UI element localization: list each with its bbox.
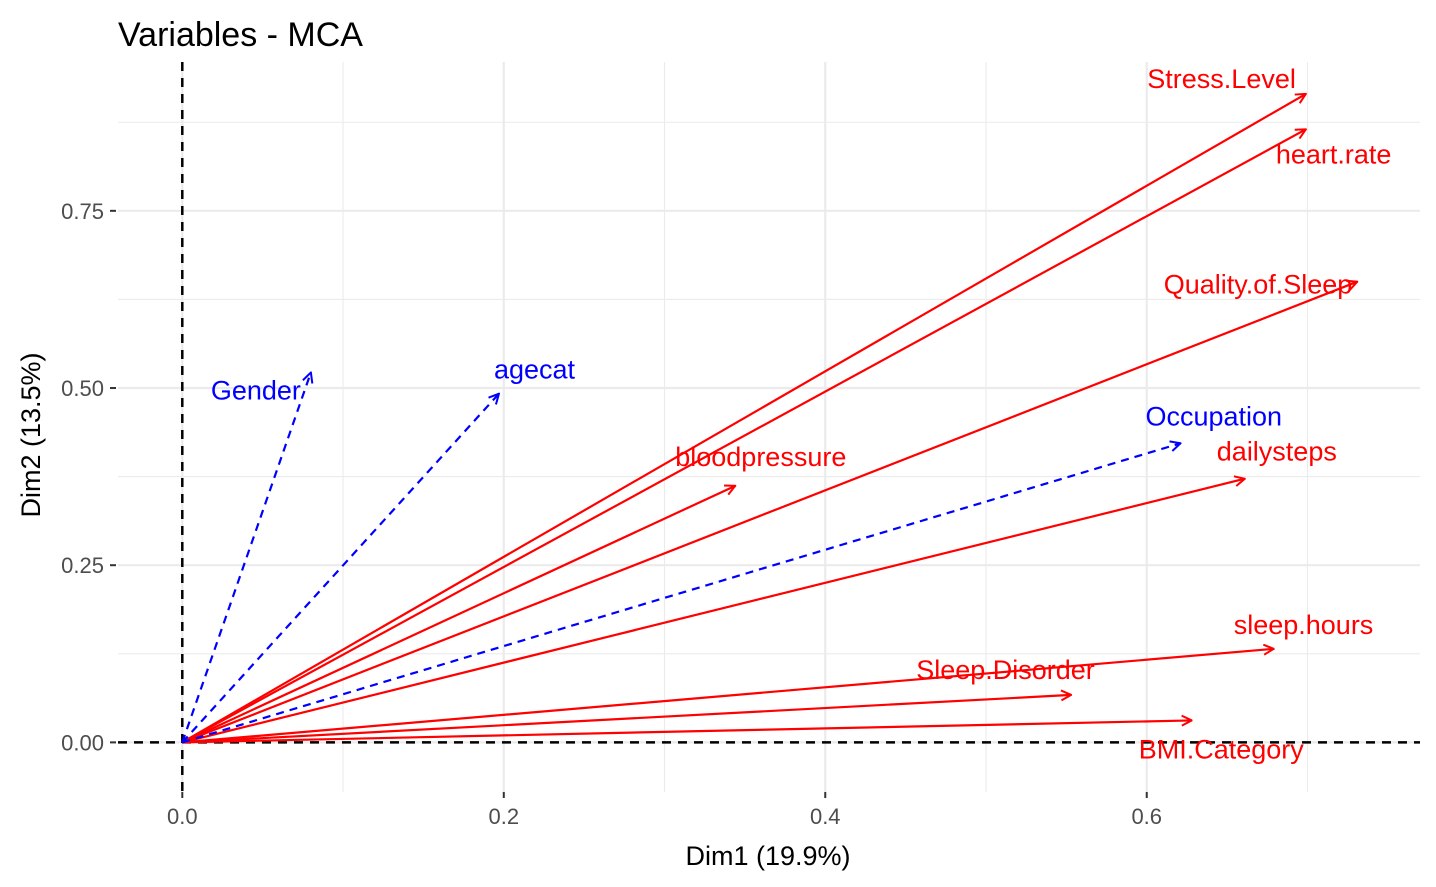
x-axis-title: Dim1 (19.9%) (685, 841, 850, 871)
arrow-dailysteps (182, 479, 1244, 744)
y-axis-title: Dim2 (13.5%) (16, 352, 46, 517)
label-occupation: Occupation (1145, 401, 1282, 431)
arrow-bmi-category (182, 720, 1191, 744)
label-gender: Gender (211, 375, 301, 405)
y-tick-label: 0.00 (61, 730, 104, 755)
label-stress-level: Stress.Level (1147, 64, 1296, 94)
label-bloodpressure: bloodpressure (675, 442, 846, 472)
arrow-stress-level (181, 94, 1306, 744)
label-quality-of-sleep: Quality.of.Sleep (1164, 270, 1353, 300)
arrow-bloodpressure (181, 486, 735, 744)
chart-title: Variables - MCA (118, 16, 363, 54)
x-tick-label: 0.2 (488, 804, 519, 829)
arrow-sleep-disorder (182, 695, 1071, 744)
axes: 0.0 0.2 0.4 0.6 0.00 0.25 0.50 0.75 (61, 199, 1162, 829)
reference-lines (118, 62, 1420, 792)
arrow-heart-rate (181, 129, 1306, 744)
y-tick-label: 0.25 (61, 553, 104, 578)
variable-labels: Stress.Level heart.rate Quality.of.Sleep bl… (211, 64, 1392, 765)
arrow-occupation (181, 443, 1180, 744)
label-heart-rate: heart.rate (1276, 139, 1392, 169)
y-tick-label: 0.75 (61, 199, 104, 224)
label-sleep-hours: sleep.hours (1234, 610, 1374, 640)
x-tick-label: 0.0 (167, 804, 198, 829)
grid-lines (118, 62, 1420, 792)
label-sleep-disorder: Sleep.Disorder (916, 655, 1095, 685)
label-bmi-category: BMI.Category (1139, 734, 1305, 764)
arrow-sleep-hours (182, 649, 1273, 744)
x-tick-label: 0.4 (810, 804, 841, 829)
y-tick-label: 0.50 (61, 376, 104, 401)
label-dailysteps: dailysteps (1217, 437, 1337, 467)
arrow-agecat (181, 394, 499, 744)
arrow-gender (181, 372, 311, 743)
arrow-quality-of-sleep (181, 282, 1357, 744)
x-tick-label: 0.6 (1131, 804, 1162, 829)
label-agecat: agecat (494, 355, 576, 385)
variable-arrows (181, 94, 1357, 744)
